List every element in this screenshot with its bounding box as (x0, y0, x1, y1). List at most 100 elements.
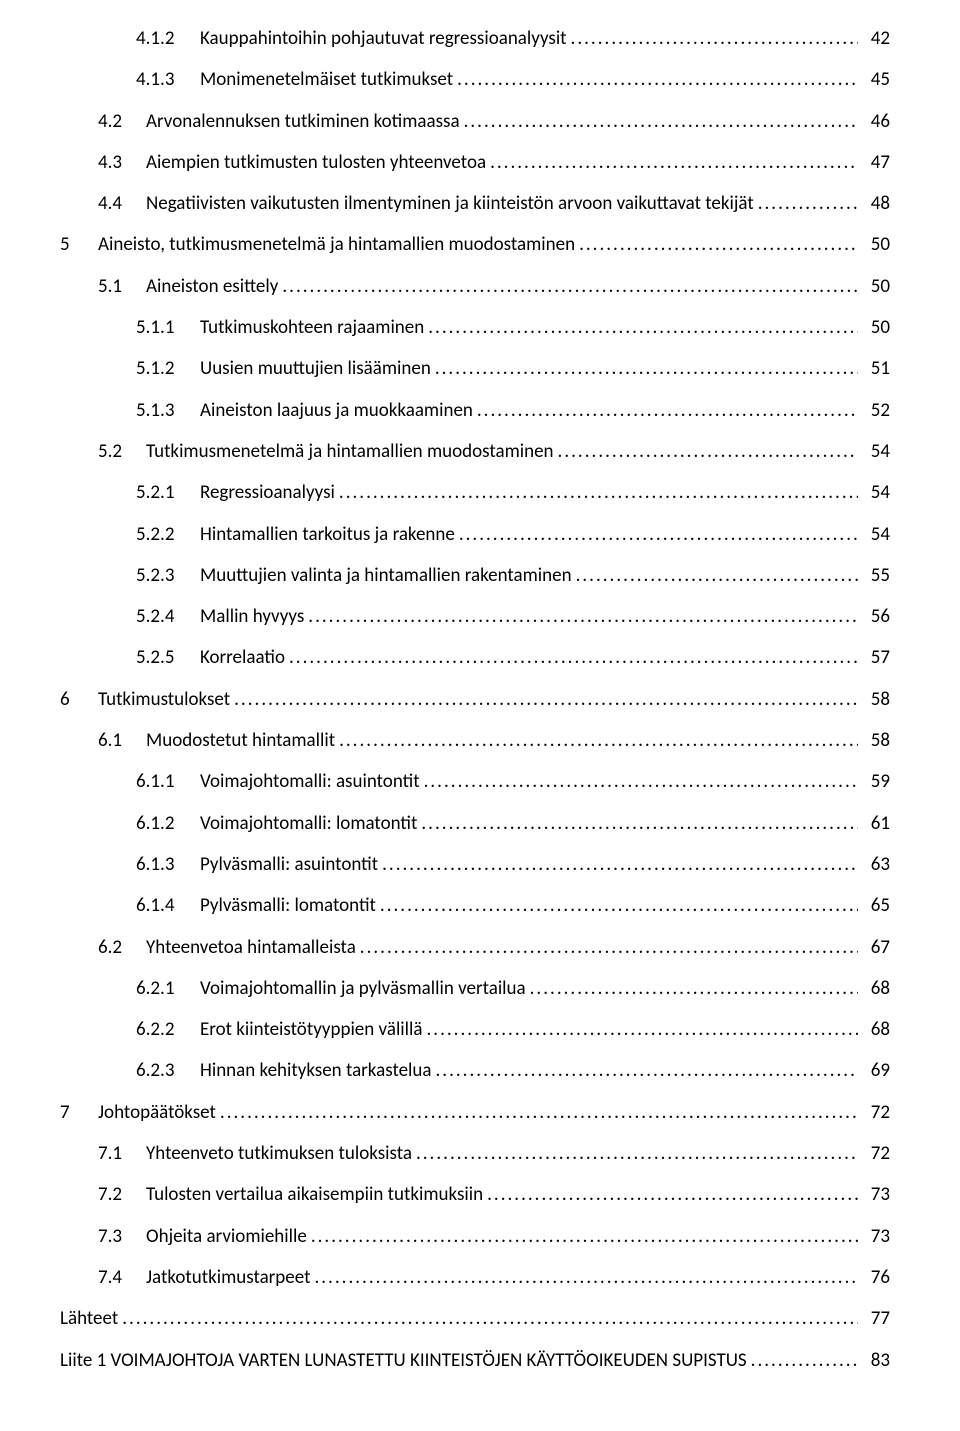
toc-entry-title: Tutkimusmenetelmä ja hintamallien muodos… (146, 441, 554, 464)
toc-entry: 4.1.3Monimenetelmäiset tutkimukset45 (60, 69, 890, 92)
toc-entry-number: 6.1.3 (136, 854, 200, 877)
toc-entry-title: Monimenetelmäiset tutkimukset (200, 69, 453, 92)
toc-entry: 7.2Tulosten vertailua aikaisempiin tutki… (60, 1184, 890, 1207)
toc-entry-title: Aineiston esittely (146, 276, 278, 299)
toc-dot-leader (428, 317, 858, 340)
toc-entry-number: 4.3 (98, 152, 146, 175)
toc-entry-number: 6.1.1 (136, 771, 200, 794)
toc-entry-page: 57 (862, 647, 890, 670)
toc-entry-title: Aineiston laajuus ja muokkaaminen (200, 400, 473, 423)
toc-entry-title: Uusien muuttujien lisääminen (200, 358, 431, 381)
toc-entry-number: 6.2 (98, 937, 146, 960)
toc-entry-number: 7.1 (98, 1143, 146, 1166)
toc-entry-title: Jatkotutkimustarpeet (146, 1267, 310, 1290)
toc-entry-page: 54 (862, 524, 890, 547)
toc-entry-number: 5.2.1 (136, 482, 200, 505)
toc-entry-title: Voimajohtomallin ja pylväsmallin vertail… (200, 978, 526, 1001)
toc-entry: 7.1Yhteenveto tutkimuksen tuloksista72 (60, 1143, 890, 1166)
toc-entry-number: 5 (60, 234, 98, 257)
toc-entry: 6Tutkimustulokset58 (60, 689, 890, 712)
toc-entry-page: 50 (862, 317, 890, 340)
toc-entry-title: Pylväsmalli: lomatontit (200, 895, 376, 918)
toc-entry: 6.2.3Hinnan kehityksen tarkastelua69 (60, 1060, 890, 1083)
toc-entry: Lähteet 77 (60, 1308, 890, 1331)
toc-entry-number: 7.3 (98, 1226, 146, 1249)
toc-dot-leader (459, 524, 858, 547)
toc-entry-title: Liite 1 VOIMAJOHTOJA VARTEN LUNASTETTU K… (60, 1350, 747, 1373)
toc-dot-leader (751, 1350, 858, 1373)
toc-dot-leader (457, 69, 858, 92)
toc-entry: 4.2Arvonalennuksen tutkiminen kotimaassa… (60, 111, 890, 134)
toc-entry-title: Yhteenvetoa hintamalleista (146, 937, 356, 960)
toc-entry-number: 6 (60, 689, 98, 712)
toc-entry-number: 5.1.2 (136, 358, 200, 381)
toc-entry-page: 59 (862, 771, 890, 794)
toc-dot-leader (424, 771, 858, 794)
toc-entry: 4.1.2Kauppahintoihin pohjautuvat regress… (60, 28, 890, 51)
toc-entry-title: Muodostetut hintamallit (146, 730, 335, 753)
toc-entry-title: Hintamallien tarkoitus ja rakenne (200, 524, 455, 547)
toc-entry: 6.2.2Erot kiinteistötyyppien välillä68 (60, 1019, 890, 1042)
toc-entry: 4.4Negatiivisten vaikutusten ilmentymine… (60, 193, 890, 216)
toc-entry-number: 6.2.2 (136, 1019, 200, 1042)
toc-entry: 4.3Aiempien tutkimusten tulosten yhteenv… (60, 152, 890, 175)
toc-entry-page: 68 (862, 1019, 890, 1042)
toc-entry: 5.2.1Regressioanalyysi54 (60, 482, 890, 505)
toc-dot-leader (490, 152, 858, 175)
toc-entry-title: Aiempien tutkimusten tulosten yhteenveto… (146, 152, 486, 175)
toc-entry-title: Hinnan kehityksen tarkastelua (200, 1060, 432, 1083)
toc-entry: 6.2.1Voimajohtomallin ja pylväsmallin ve… (60, 978, 890, 1001)
toc-dot-leader (558, 441, 858, 464)
toc-entry: Liite 1 VOIMAJOHTOJA VARTEN LUNASTETTU K… (60, 1350, 890, 1373)
toc-entry-page: 77 (862, 1308, 890, 1331)
toc-entry: 6.2Yhteenvetoa hintamalleista67 (60, 937, 890, 960)
toc-entry-number: 7 (60, 1102, 98, 1125)
toc-dot-leader (579, 234, 858, 257)
toc-entry-page: 56 (862, 606, 890, 629)
toc-entry-title: Lähteet (60, 1308, 118, 1331)
toc-entry-number: 5.2.2 (136, 524, 200, 547)
toc-entry-title: Voimajohtomalli: asuintontit (200, 771, 420, 794)
toc-entry-title: Pylväsmalli: asuintontit (200, 854, 378, 877)
toc-entry-number: 7.2 (98, 1184, 146, 1207)
toc-entry-page: 50 (862, 276, 890, 299)
toc-dot-leader (436, 1060, 859, 1083)
toc-dot-leader (282, 276, 858, 299)
toc-entry-page: 68 (862, 978, 890, 1001)
table-of-contents: 4.1.2Kauppahintoihin pohjautuvat regress… (60, 28, 890, 1372)
toc-entry-page: 52 (862, 400, 890, 423)
toc-entry: 6.1.3Pylväsmalli: asuintontit63 (60, 854, 890, 877)
toc-entry-title: Negatiivisten vaikutusten ilmentyminen j… (146, 193, 754, 216)
toc-entry-page: 65 (862, 895, 890, 918)
toc-dot-leader (234, 689, 858, 712)
toc-entry: 5.2.2Hintamallien tarkoitus ja rakenne 54 (60, 524, 890, 547)
toc-entry-page: 47 (862, 152, 890, 175)
toc-entry: 6.1.2Voimajohtomalli: lomatontit61 (60, 813, 890, 836)
toc-entry-title: Ohjeita arviomiehille (146, 1226, 307, 1249)
toc-entry: 5.2.4Mallin hyvyys56 (60, 606, 890, 629)
toc-entry-page: 73 (862, 1184, 890, 1207)
toc-entry-number: 5.2.4 (136, 606, 200, 629)
toc-entry: 7.3Ohjeita arviomiehille73 (60, 1226, 890, 1249)
toc-entry-number: 7.4 (98, 1267, 146, 1290)
toc-entry: 5.1Aineiston esittely 50 (60, 276, 890, 299)
toc-entry-title: Arvonalennuksen tutkiminen kotimaassa (146, 111, 460, 134)
toc-entry: 6.1.1Voimajohtomalli: asuintontit 59 (60, 771, 890, 794)
toc-entry-title: Regressioanalyysi (200, 482, 335, 505)
toc-entry: 5Aineisto, tutkimusmenetelmä ja hintamal… (60, 234, 890, 257)
toc-entry-number: 6.2.3 (136, 1060, 200, 1083)
toc-entry-number: 6.1.4 (136, 895, 200, 918)
toc-entry-title: Voimajohtomalli: lomatontit (200, 813, 417, 836)
toc-dot-leader (571, 28, 858, 51)
toc-entry-page: 76 (862, 1267, 890, 1290)
toc-entry-page: 51 (862, 358, 890, 381)
toc-entry: 5.2.5Korrelaatio57 (60, 647, 890, 670)
toc-dot-leader (360, 937, 858, 960)
toc-entry-number: 4.4 (98, 193, 146, 216)
toc-entry-number: 5.1.1 (136, 317, 200, 340)
toc-entry-number: 5.1 (98, 276, 146, 299)
toc-dot-leader (487, 1184, 858, 1207)
toc-dot-leader (464, 111, 858, 134)
toc-entry-title: Johtopäätökset (98, 1102, 216, 1125)
toc-dot-leader (576, 565, 858, 588)
